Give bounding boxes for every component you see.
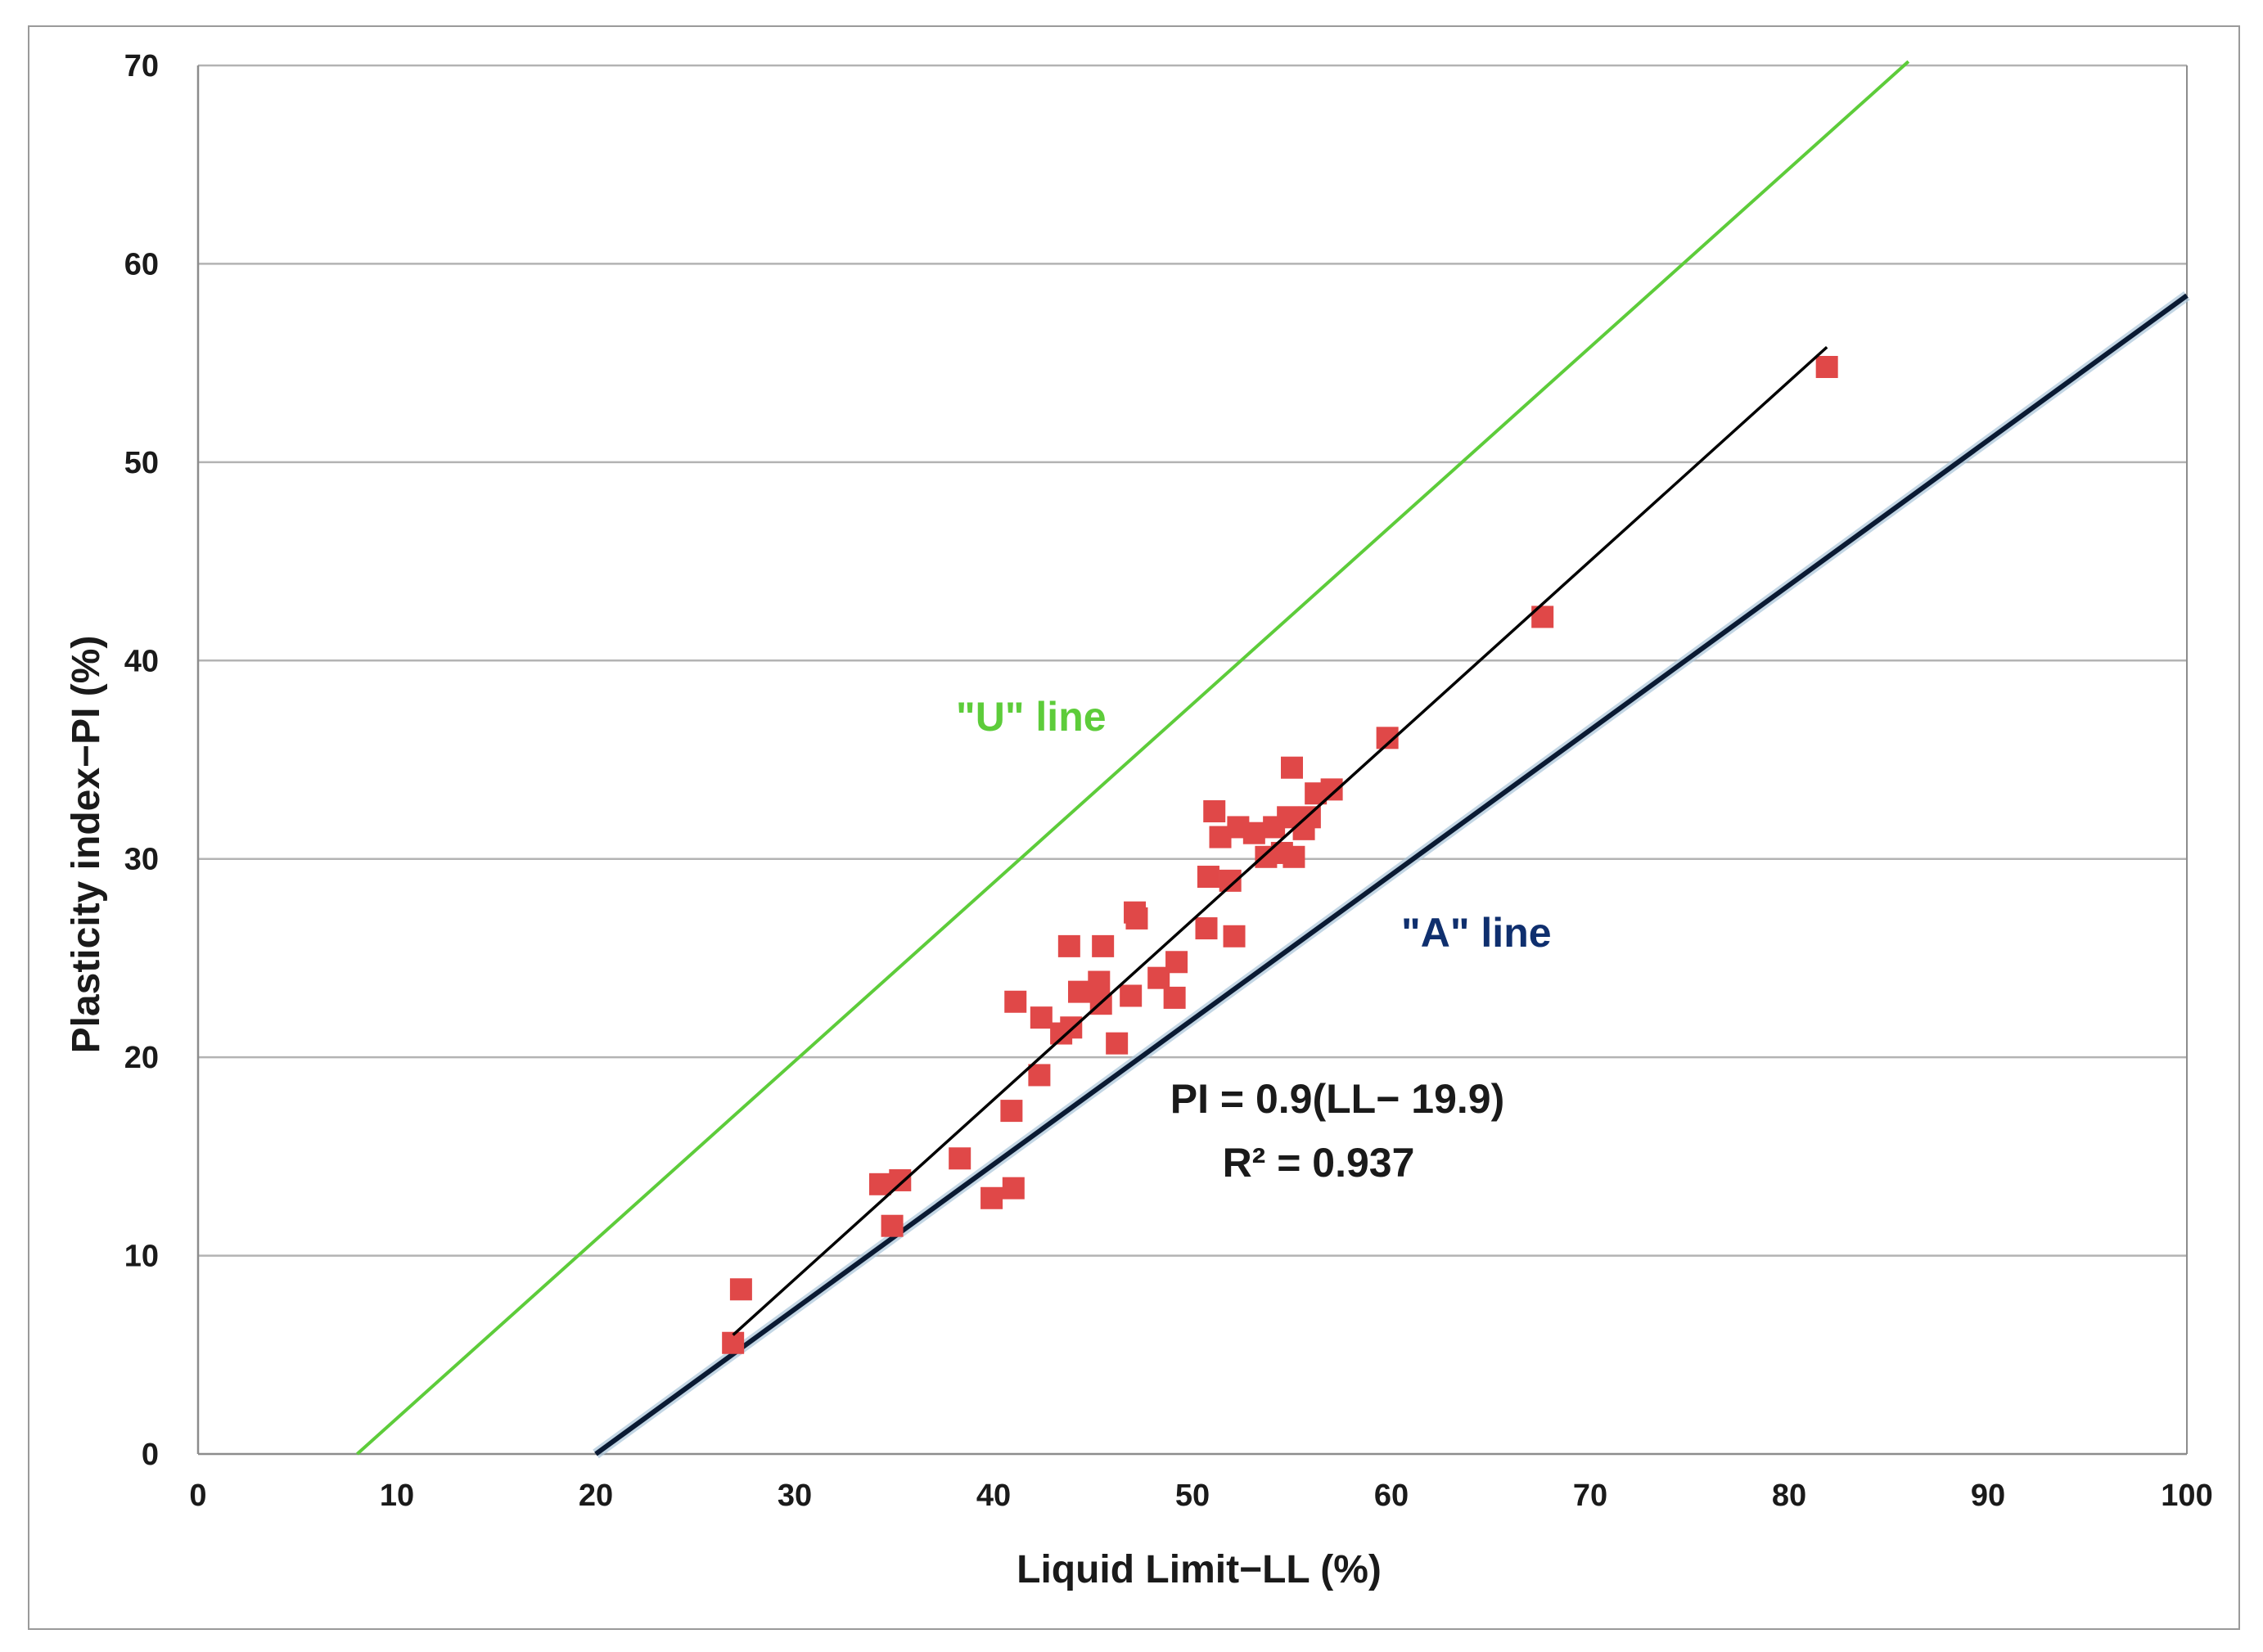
- data-point: [1028, 1064, 1051, 1087]
- data-point: [868, 1173, 891, 1195]
- equation-label: PI = 0.9(LL− 19.9): [1170, 1076, 1505, 1122]
- y-tick-label: 50: [124, 446, 159, 480]
- data-point: [1120, 984, 1143, 1007]
- data-point: [1163, 986, 1186, 1009]
- x-tick-label: 30: [778, 1479, 812, 1513]
- y-axis-title: Plasticity index−PI (%): [65, 636, 108, 1054]
- x-tick-label: 100: [2161, 1479, 2212, 1513]
- axes: [196, 65, 2188, 1456]
- x-tick-label: 20: [579, 1479, 613, 1513]
- tick-labels: 0 10 20 30 40 50 60 70 0 10 20 30 40 50 60 70 80 90 100: [124, 49, 2213, 1513]
- data-point: [1002, 1177, 1025, 1200]
- data-point: [1223, 925, 1246, 948]
- data-point: [1242, 821, 1265, 844]
- x-tick-label: 80: [1772, 1479, 1806, 1513]
- data-point: [949, 1147, 971, 1170]
- data-point: [1067, 980, 1090, 1003]
- y-tick-label: 10: [124, 1240, 159, 1274]
- data-point: [889, 1168, 912, 1191]
- fit-line: [732, 345, 1828, 1336]
- data-point: [1030, 1006, 1053, 1029]
- data-point: [1197, 866, 1219, 889]
- x-tick-label: 60: [1374, 1479, 1409, 1513]
- y-tick-label: 30: [124, 843, 159, 877]
- data-point: [1106, 1032, 1129, 1055]
- u-line: [356, 60, 1910, 1456]
- y-tick-label: 70: [124, 49, 159, 83]
- chart-frame: [28, 25, 2240, 1630]
- y-tick-label: 40: [124, 644, 159, 678]
- data-point: [1298, 806, 1321, 829]
- data-points: [722, 345, 1838, 1354]
- x-axis-title: Liquid Limit−LL (%): [1017, 1548, 1382, 1591]
- data-point: [1815, 355, 1838, 378]
- data-point: [980, 1186, 1003, 1209]
- data-point: [1125, 907, 1148, 930]
- data-point: [1195, 917, 1218, 940]
- data-point: [1283, 845, 1305, 868]
- data-point: [729, 1278, 752, 1301]
- x-tick-label: 0: [189, 1479, 206, 1513]
- data-point: [1320, 778, 1343, 801]
- r-squared-label: R² = 0.937: [1223, 1140, 1415, 1186]
- data-point: [1092, 934, 1115, 957]
- y-tick-label: 0: [142, 1438, 159, 1472]
- u-line-label: "U" line: [956, 694, 1107, 740]
- data-point: [1004, 990, 1027, 1013]
- data-point: [1165, 951, 1188, 974]
- data-point: [1203, 800, 1226, 823]
- data-point: [1088, 970, 1111, 993]
- a-line-label: "A" line: [1401, 910, 1552, 956]
- data-point: [722, 1331, 745, 1354]
- data-point: [881, 1214, 904, 1237]
- x-tick-label: 70: [1573, 1479, 1607, 1513]
- y-tick-label: 60: [124, 247, 159, 281]
- reference-lines: [356, 60, 2190, 1459]
- y-tick-label: 20: [124, 1041, 159, 1075]
- grid-lines: [198, 64, 2187, 1257]
- data-point: [1057, 934, 1080, 957]
- data-point: [1281, 756, 1303, 779]
- a-line: [594, 293, 2189, 1456]
- x-tick-label: 40: [976, 1479, 1011, 1513]
- data-point: [1000, 1100, 1023, 1123]
- x-tick-label: 90: [1971, 1479, 2005, 1513]
- x-tick-label: 50: [1175, 1479, 1210, 1513]
- x-tick-label: 10: [380, 1479, 414, 1513]
